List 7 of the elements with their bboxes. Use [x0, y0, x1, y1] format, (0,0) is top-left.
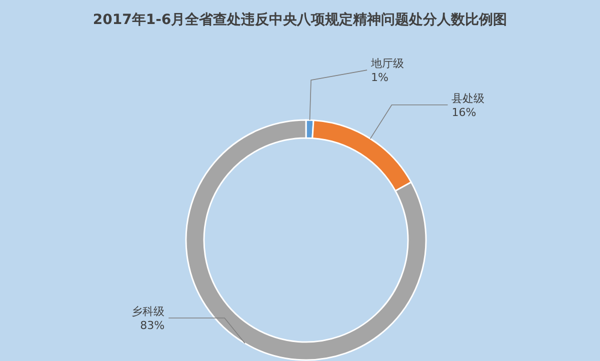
slice-label: 地厅级 — [370, 57, 404, 70]
data-label: 1% — [371, 71, 388, 84]
slice-label: 县处级 — [452, 92, 485, 105]
chart-title: 2017年1-6月全省查处违反中央八项规定精神问题处分人数比例图 — [92, 11, 508, 28]
data-label: 83% — [140, 319, 165, 332]
slice-label: 乡科级 — [132, 305, 165, 318]
data-label: 16% — [452, 106, 476, 119]
